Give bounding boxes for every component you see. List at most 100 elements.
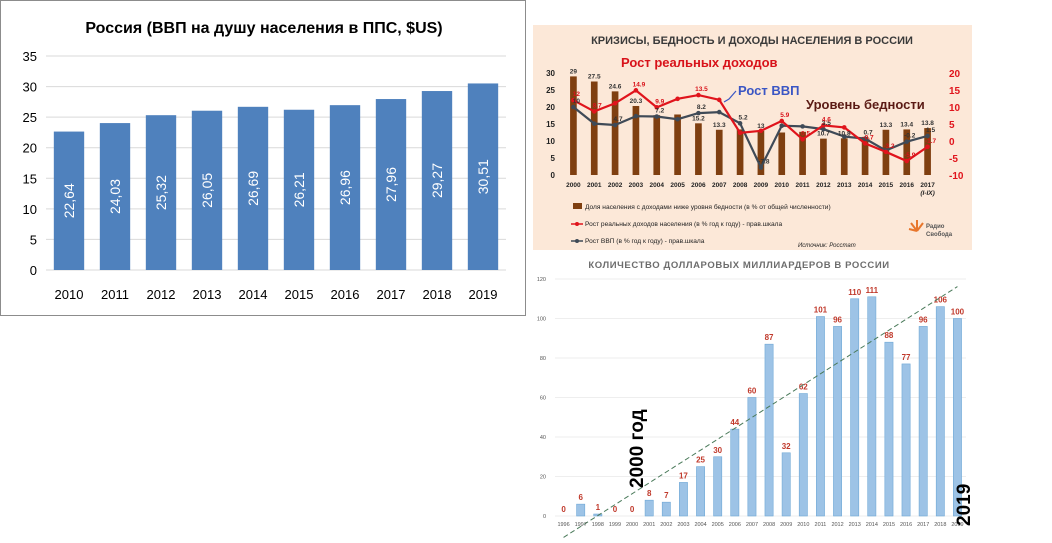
y-tick-label-right: 20 xyxy=(949,69,961,80)
y-tick-label: 0 xyxy=(30,263,37,278)
radio-svoboda-logo: Радио Свобода xyxy=(908,220,953,238)
billionaires-bar xyxy=(747,397,757,517)
y-tick-label-left: 15 xyxy=(546,120,555,129)
income-growth-point-label: -5.9 xyxy=(904,152,916,159)
income-growth-point-label: 13.5 xyxy=(695,86,708,93)
y-tick-label-left: 10 xyxy=(546,137,555,146)
income-growth-point xyxy=(591,109,597,114)
poverty-bar xyxy=(590,81,598,175)
income-growth-point xyxy=(841,125,847,130)
x-tick-label: 2003 xyxy=(629,182,644,189)
income-growth-point-label: 9.9 xyxy=(655,98,664,105)
poverty-bar xyxy=(799,131,806,175)
x-tick-label: 2013 xyxy=(849,522,861,528)
poverty-bar xyxy=(611,91,619,175)
y-tick-label: 15 xyxy=(23,171,37,186)
legend-label-poverty: Доля населения с доходами ниже уровня бе… xyxy=(585,203,831,211)
income-growth-point-label: 5.9 xyxy=(780,112,789,119)
x-tick-label: 2007 xyxy=(746,522,758,528)
poverty-bar-label: 10.7 xyxy=(817,131,830,138)
x-tick-label: 2012 xyxy=(816,182,831,189)
legend-swatch-poverty xyxy=(573,203,582,209)
billionaires-bar xyxy=(764,343,774,517)
y-tick-label: 80 xyxy=(540,356,546,362)
gdp-growth-point xyxy=(800,124,805,129)
x-tick-label: 2010 xyxy=(775,182,790,189)
x-tick-label: 2014 xyxy=(858,182,873,189)
source-note: Источник: Росстат xyxy=(798,243,856,249)
x-tick-label: 2019 xyxy=(469,287,498,302)
x-tick-label: 2011 xyxy=(101,287,129,302)
gdp-growth-point xyxy=(841,134,847,139)
poverty-bar xyxy=(715,129,723,175)
x-tick-label: 2006 xyxy=(691,182,706,189)
y-tick-label-right: -10 xyxy=(949,171,964,182)
income-growth-point xyxy=(800,137,805,142)
gdp-growth-point-label: 7.2 xyxy=(655,108,664,115)
billionaires-bar xyxy=(713,456,723,517)
y-tick-label: 20 xyxy=(23,141,37,156)
bar-value-label: 7 xyxy=(664,491,669,500)
income-growth-point xyxy=(737,130,743,136)
y-tick-label: 60 xyxy=(540,396,546,402)
y-tick-label-left: 0 xyxy=(551,171,556,180)
bar-value-label: 22,64 xyxy=(61,183,77,218)
y-tick-label: 5 xyxy=(30,232,37,247)
poverty-bar xyxy=(570,76,577,175)
billionaires-bar xyxy=(798,393,808,517)
poverty-income-chart: КРИЗИСЫ, БЕДНОСТЬ И ДОХОДЫ НАСЕЛЕНИЯ В Р… xyxy=(533,25,972,250)
y-tick-label: 10 xyxy=(23,202,37,217)
gdp-growth-point-label: 1.5 xyxy=(926,127,935,134)
poverty-bar xyxy=(695,123,702,175)
logo-text-1: Радио xyxy=(926,224,945,230)
x-tick-label: 2004 xyxy=(694,522,706,528)
x-tick-label: 2011 xyxy=(815,522,827,528)
bar-value-label: 87 xyxy=(765,333,774,342)
x-tick-label: 2015 xyxy=(883,522,895,528)
y-tick-label-left: 20 xyxy=(546,103,555,112)
gdp-growth-point-label: 3.5 xyxy=(822,120,831,127)
bar-value-label: 27,96 xyxy=(383,167,399,202)
bar xyxy=(329,105,361,270)
bar-value-label: 101 xyxy=(814,306,828,315)
gdp-growth-point xyxy=(571,104,576,110)
bar-value-label: 32 xyxy=(782,442,791,451)
y-tick-label-left: 30 xyxy=(546,69,555,78)
chart-title: Россия (ВВП на душу населения в ППС, $US… xyxy=(85,20,442,37)
billionaires-bar xyxy=(884,341,894,517)
x-tick-label: 2012 xyxy=(147,287,176,302)
logo-mark xyxy=(908,220,924,232)
income-growth-point xyxy=(904,158,910,164)
x-tick-label: 2017 xyxy=(917,522,929,528)
gdp-growth-point xyxy=(758,165,764,170)
bar-value-label: 77 xyxy=(902,353,911,362)
billionaires-bar xyxy=(576,503,586,517)
poverty-bar xyxy=(924,128,931,175)
chart-title: КРИЗИСЫ, БЕДНОСТЬ И ДОХОДЫ НАСЕЛЕНИЯ В Р… xyxy=(591,35,913,47)
y-tick-label: 40 xyxy=(540,435,546,441)
billionaires-bar xyxy=(901,363,911,517)
bar-value-label: 96 xyxy=(919,315,928,324)
y-tick-label: 20 xyxy=(540,475,546,481)
poverty-bar-label: 27.5 xyxy=(588,74,601,81)
poverty-bar-label: 29 xyxy=(570,68,578,75)
x-tick-label: 2016 xyxy=(900,182,915,189)
poverty-bar xyxy=(757,130,765,175)
gdp-growth-point-label: 4.7 xyxy=(614,116,623,123)
bar-value-label: 0 xyxy=(630,505,635,514)
income-growth-point-label: 4.6 xyxy=(822,116,831,123)
poverty-bar-label: 13.3 xyxy=(880,122,893,129)
y-tick-label-right: 5 xyxy=(949,120,955,131)
bar xyxy=(467,83,499,270)
x-tick-label: 2013 xyxy=(837,182,852,189)
y-tick-label-right: -5 xyxy=(949,154,958,165)
gdp-annotation: Рост ВВП xyxy=(738,83,799,98)
gdp-growth-point xyxy=(779,123,785,128)
x-tick-label: 2015 xyxy=(285,287,314,302)
billionaires-bar xyxy=(781,452,791,517)
bar-value-label: 25,32 xyxy=(153,175,169,210)
bar-value-label: 30 xyxy=(713,446,722,455)
y-tick-label-left: 5 xyxy=(551,154,556,163)
bar-value-label: 0 xyxy=(561,505,566,514)
gdp-growth-point-label: 5.2 xyxy=(739,114,748,121)
